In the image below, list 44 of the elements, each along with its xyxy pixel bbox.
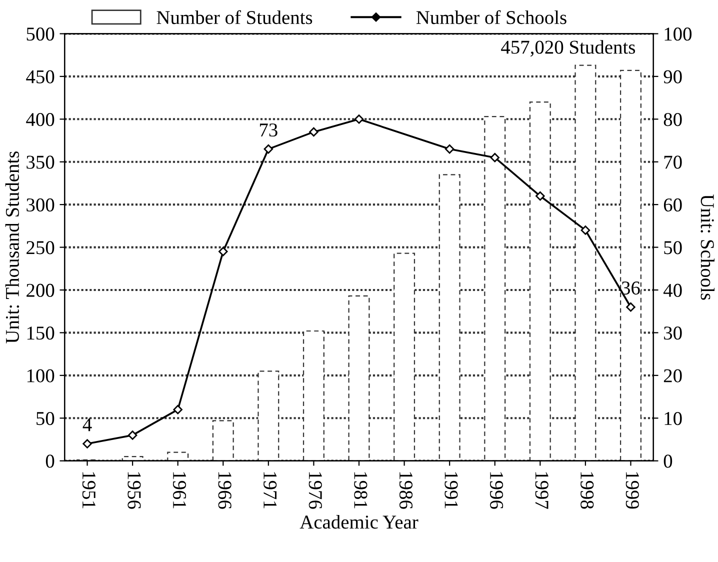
y2-tick-label: 0 <box>664 454 672 468</box>
y-tick-label: 500 <box>26 28 54 41</box>
x-tick-label: 1966 <box>218 472 232 509</box>
x-tick-label: 1971 <box>264 472 277 508</box>
x-tick-label: 1986 <box>399 472 413 509</box>
x-tick-label: 1997 <box>535 472 548 509</box>
x-axis-title: Academic Year <box>300 515 418 529</box>
y-tick-label: 50 <box>36 412 54 426</box>
x-tick-label: 1956 <box>128 472 141 509</box>
y-tick-label: 250 <box>26 241 54 254</box>
y2-tick-label: 80 <box>664 112 682 126</box>
legend-label: Number of Students <box>156 10 312 24</box>
y-tick-label: 400 <box>26 112 54 126</box>
y-axis-title: Unit: Thousand Students <box>5 151 20 344</box>
y2-axis-title: Unit: Schools <box>700 194 714 300</box>
y-tick-label: 100 <box>27 369 54 382</box>
y-tick-label: 300 <box>26 198 54 212</box>
x-tick-label: 1996 <box>490 472 504 509</box>
x-tick-label: 1991 <box>444 472 458 508</box>
y-tick-label: 150 <box>27 326 54 340</box>
y-tick-label: 0 <box>46 454 54 468</box>
x-tick-label: 1999 <box>626 472 639 509</box>
legend-label: Number of Schools <box>416 10 566 24</box>
y2-tick-label: 30 <box>664 326 682 340</box>
y2-tick-label: 60 <box>664 198 682 212</box>
data-label: 4 <box>82 418 92 432</box>
x-tick-label: 1981 <box>354 472 368 508</box>
data-label: 73 <box>260 123 278 137</box>
y2-tick-label: 50 <box>664 241 682 254</box>
x-tick-label: 1961 <box>172 472 186 508</box>
y2-tick-label: 70 <box>664 156 682 169</box>
y-tick-label: 450 <box>26 70 54 84</box>
y2-tick-label: 40 <box>663 284 682 297</box>
y-tick-label: 350 <box>26 156 54 169</box>
x-tick-label: 1998 <box>580 472 594 509</box>
y2-tick-label: 10 <box>664 412 682 426</box>
annotation: 457,020 Students <box>501 40 636 57</box>
x-tick-label: 1951 <box>82 472 96 508</box>
y2-tick-label: 100 <box>664 28 692 41</box>
data-label: 36 <box>622 282 640 295</box>
y2-tick-label: 20 <box>664 369 682 382</box>
y-tick-label: 200 <box>26 284 54 297</box>
y2-tick-label: 90 <box>664 70 682 84</box>
x-tick-label: 1976 <box>308 472 322 509</box>
